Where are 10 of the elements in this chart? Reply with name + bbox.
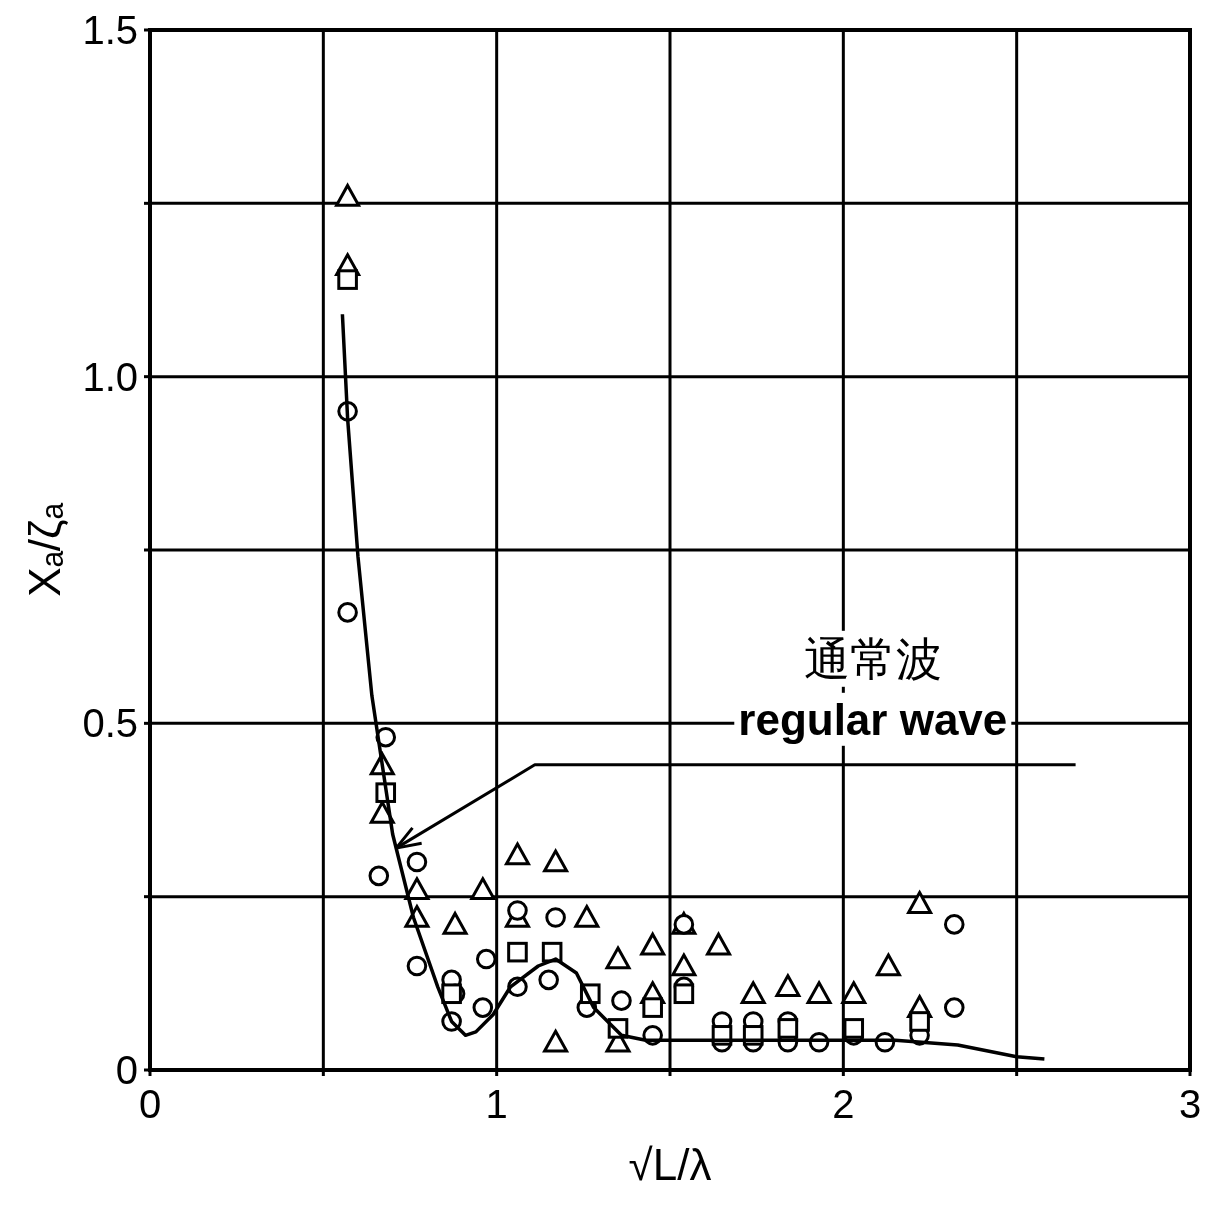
y-tick-label: 1.5	[82, 8, 138, 52]
x-axis-title: √L/λ	[628, 1140, 712, 1189]
y-tick-label: 0.5	[82, 701, 138, 746]
y-axis-title: Xₐ/ζₐ	[20, 502, 69, 597]
x-tick-label: 1	[485, 1082, 508, 1126]
annotation: 通常波 regular wave	[734, 630, 1012, 746]
x-tick-label: 3	[1178, 1082, 1202, 1126]
x-tick-label: 2	[832, 1082, 855, 1126]
y-tick-label: 0	[115, 1048, 138, 1092]
y-tick-label: 1.0	[82, 354, 138, 399]
